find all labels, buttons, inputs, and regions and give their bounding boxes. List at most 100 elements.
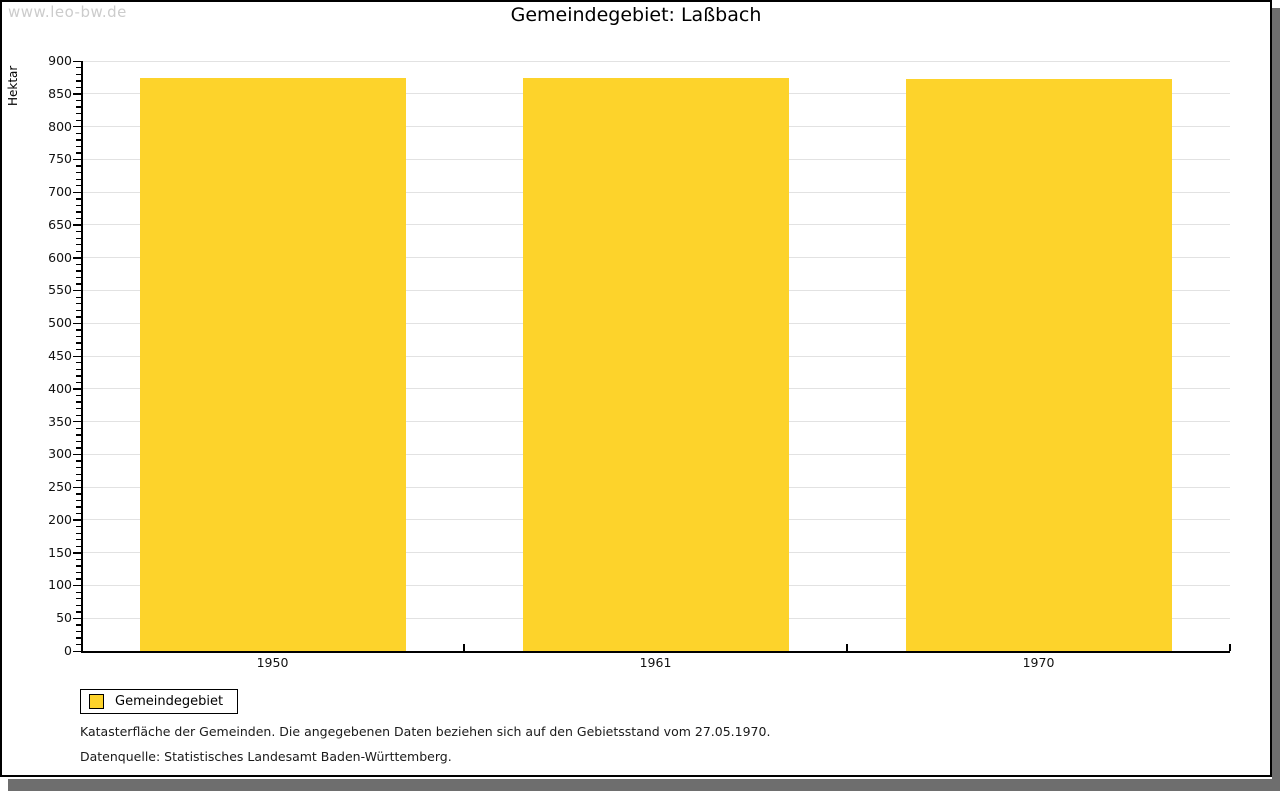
x-tick-label: 1961	[639, 655, 672, 670]
y-major-tick	[73, 355, 81, 357]
y-minor-tick	[76, 558, 81, 561]
y-minor-tick	[76, 171, 81, 174]
y-minor-tick	[76, 86, 81, 89]
y-minor-tick	[76, 329, 81, 331]
y-minor-tick	[76, 637, 81, 639]
y-minor-tick	[76, 394, 81, 397]
y-minor-tick	[76, 506, 81, 508]
y-minor-tick	[76, 375, 81, 377]
y-minor-tick	[76, 244, 81, 246]
y-minor-tick	[76, 316, 81, 318]
frame-shadow-right	[1272, 8, 1280, 791]
bar-1950	[139, 78, 406, 651]
y-minor-tick	[76, 611, 81, 613]
legend-label: Gemeindegebiet	[115, 694, 224, 709]
y-minor-tick	[76, 591, 81, 593]
y-tick-label: 550	[48, 282, 72, 298]
y-minor-tick	[76, 152, 81, 154]
y-tick-label: 350	[48, 413, 72, 429]
y-major-tick	[73, 617, 81, 620]
y-minor-tick	[76, 539, 81, 541]
legend-swatch	[89, 694, 104, 709]
y-minor-tick	[76, 283, 81, 285]
y-tick-label: 600	[48, 249, 72, 265]
y-tick-label: 300	[48, 446, 72, 462]
y-minor-tick	[76, 525, 81, 528]
x-boundary-tick	[1229, 644, 1231, 651]
y-minor-tick	[76, 145, 81, 148]
y-tick-label: 900	[48, 53, 72, 68]
y-minor-tick	[76, 348, 81, 351]
y-minor-tick	[76, 230, 81, 233]
y-minor-tick	[76, 217, 81, 220]
y-minor-tick	[76, 545, 81, 547]
y-minor-tick	[76, 165, 81, 167]
y-major-tick	[73, 224, 81, 226]
y-minor-tick	[76, 335, 81, 338]
y-major-tick	[73, 388, 81, 390]
x-boundary-tick	[846, 644, 848, 651]
y-minor-tick	[76, 368, 81, 370]
gridline	[83, 60, 1230, 62]
y-minor-tick	[76, 571, 81, 574]
y-minor-tick	[76, 185, 81, 187]
x-tick-label: 1950	[256, 655, 289, 670]
y-tick-label: 450	[48, 348, 72, 363]
y-tick-label: 800	[48, 118, 72, 134]
y-minor-tick	[76, 532, 81, 534]
y-minor-tick	[76, 565, 81, 567]
y-minor-tick	[76, 276, 81, 279]
y-tick-label: 200	[48, 511, 72, 527]
y-minor-tick	[76, 112, 81, 115]
x-boundary-tick	[463, 644, 465, 651]
y-minor-tick	[76, 106, 81, 108]
y-tick-label: 700	[48, 184, 72, 200]
y-tick-label: 0	[64, 643, 72, 658]
y-minor-tick	[76, 303, 81, 305]
y-minor-tick	[76, 309, 81, 311]
y-tick-label: 750	[48, 151, 72, 167]
y-major-tick	[73, 257, 81, 259]
y-minor-tick	[76, 407, 81, 410]
y-minor-tick	[76, 460, 81, 462]
y-major-tick	[73, 93, 81, 95]
y-minor-tick	[76, 624, 81, 626]
y-minor-tick	[76, 434, 81, 436]
y-minor-tick	[76, 578, 81, 580]
y-major-tick	[73, 158, 81, 161]
y-minor-tick	[76, 493, 81, 495]
x-axis-line	[81, 651, 1230, 653]
y-minor-tick	[76, 362, 81, 364]
y-minor-tick	[76, 643, 81, 646]
y-axis-line	[81, 61, 83, 653]
y-minor-tick	[76, 466, 81, 469]
y-minor-tick	[76, 237, 81, 239]
y-minor-tick	[76, 414, 81, 416]
y-tick-label: 50	[56, 610, 72, 626]
y-minor-tick	[76, 263, 81, 266]
footnote-line-2: Datenquelle: Statistisches Landesamt Bad…	[80, 749, 452, 764]
y-minor-tick	[76, 178, 81, 180]
y-minor-tick	[76, 499, 81, 502]
y-major-tick	[73, 421, 81, 423]
y-major-tick	[73, 486, 81, 488]
y-tick-label: 500	[48, 315, 72, 331]
y-minor-tick	[76, 604, 81, 606]
y-major-tick	[73, 322, 81, 325]
y-major-tick	[73, 453, 81, 456]
y-minor-tick	[76, 342, 81, 344]
y-major-tick	[73, 126, 81, 128]
y-minor-tick	[76, 630, 81, 633]
y-minor-tick	[76, 198, 81, 200]
y-minor-tick	[76, 67, 81, 69]
y-minor-tick	[76, 427, 81, 429]
y-major-tick	[73, 519, 81, 521]
y-major-tick	[73, 289, 81, 292]
y-tick-label: 150	[48, 544, 72, 560]
y-axis-label: Hektar	[6, 65, 20, 106]
x-tick-label: 1970	[1022, 655, 1055, 670]
footnote-line-1: Katasterfläche der Gemeinden. Die angege…	[80, 724, 771, 739]
legend-box: Gemeindegebiet	[80, 689, 239, 714]
y-minor-tick	[76, 132, 81, 134]
y-tick-label: 100	[48, 577, 72, 593]
